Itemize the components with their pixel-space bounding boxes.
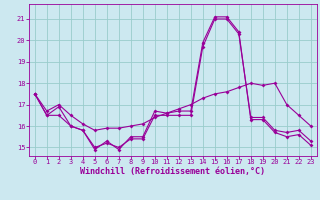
X-axis label: Windchill (Refroidissement éolien,°C): Windchill (Refroidissement éolien,°C): [80, 167, 265, 176]
